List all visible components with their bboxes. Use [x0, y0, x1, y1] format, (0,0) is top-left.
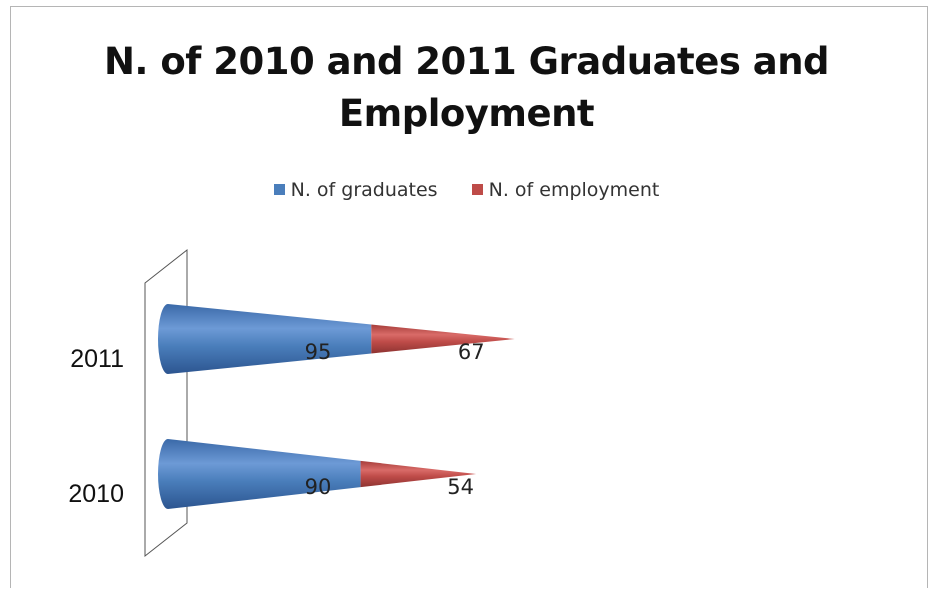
legend: N. of graduates N. of employment	[0, 178, 933, 201]
value-label-2010-graduates: 90	[305, 475, 332, 499]
cone-segment-2010-employment	[360, 460, 477, 488]
category-labels: 2010 2011	[68, 345, 124, 508]
chart-title-line-2: Employment	[338, 92, 595, 135]
chart-frame	[10, 6, 928, 588]
category-label-2011: 2011	[70, 345, 124, 373]
legend-label-graduates: N. of graduates	[290, 178, 438, 201]
legend-item-graduates: N. of graduates	[273, 178, 438, 201]
category-label-2010: 2010	[68, 480, 124, 508]
back-wall	[144, 248, 188, 558]
cone-segment-2011-employment	[371, 324, 515, 354]
legend-swatch-employment	[471, 184, 483, 195]
cone-segment-2010-graduates	[158, 439, 361, 509]
value-labels: 90 54 95 67	[305, 340, 485, 499]
cone-segment-2011-graduates	[158, 304, 372, 374]
cones	[158, 304, 515, 509]
legend-swatch-graduates	[273, 184, 285, 195]
chart-title: N. of 2010 and 2011 Graduates and Employ…	[0, 36, 933, 140]
value-label-2010-employment: 54	[447, 475, 474, 499]
value-label-2011-graduates: 95	[305, 340, 332, 364]
legend-label-employment: N. of employment	[488, 178, 660, 201]
legend-item-employment: N. of employment	[471, 178, 660, 201]
chart-title-line-1: N. of 2010 and 2011 Graduates and	[103, 40, 830, 83]
value-label-2011-employment: 67	[458, 340, 485, 364]
